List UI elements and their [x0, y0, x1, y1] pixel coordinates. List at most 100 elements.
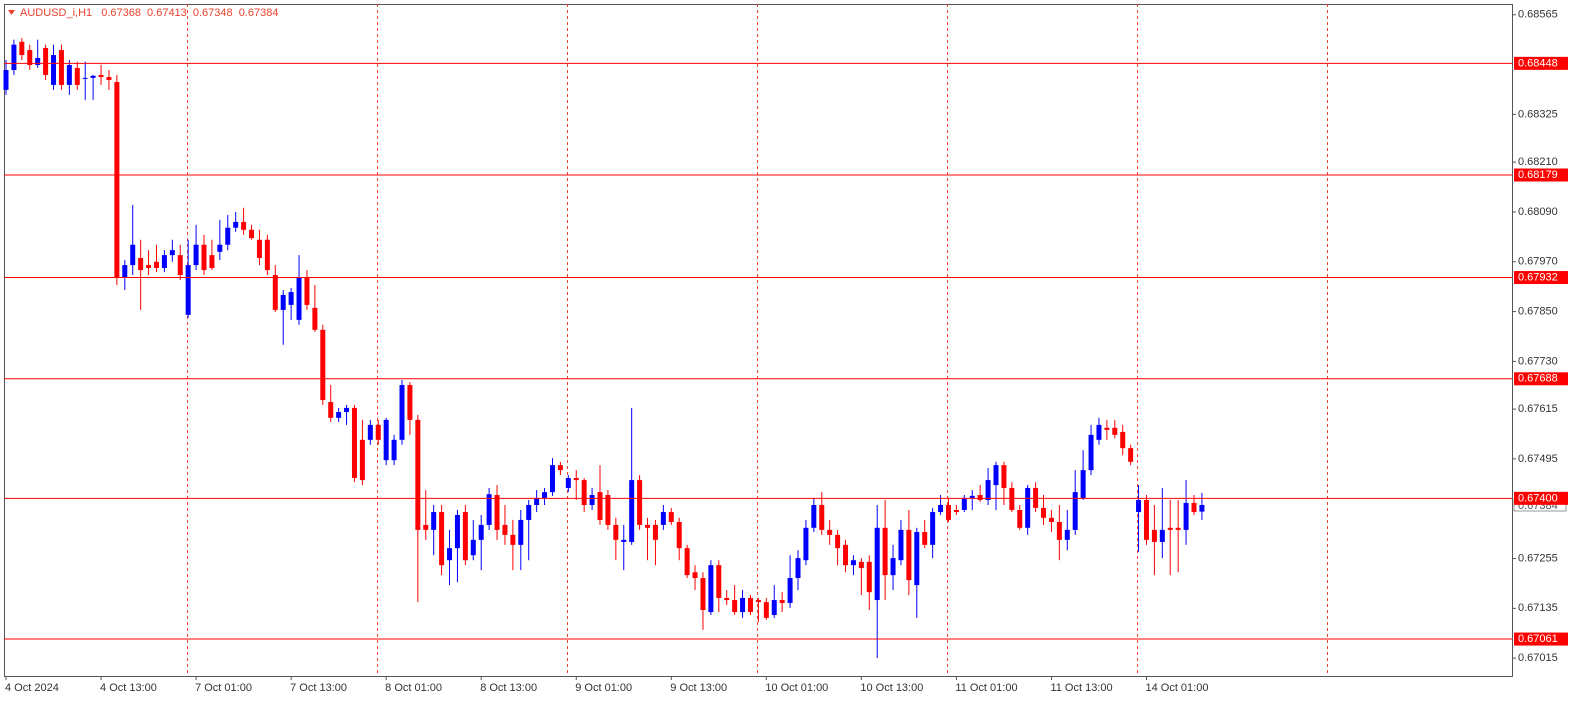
- candle-body: [1120, 431, 1126, 449]
- candle-body: [217, 244, 223, 252]
- candle-body: [803, 527, 809, 561]
- candle-body: [708, 565, 714, 613]
- candle-body: [1025, 487, 1031, 528]
- candle-body: [312, 307, 318, 330]
- x-tick-label: 7 Oct 01:00: [195, 682, 252, 694]
- candle-body: [1064, 529, 1070, 540]
- header-low: 0.67348: [193, 7, 233, 19]
- candle-body: [280, 294, 286, 310]
- candle-body: [819, 504, 825, 530]
- candle-body: [930, 512, 936, 545]
- candle-body: [961, 497, 967, 510]
- candle-body: [1128, 448, 1134, 462]
- level-label-bg: [1514, 168, 1568, 182]
- level-label-bg: [1514, 632, 1568, 646]
- candle-body: [740, 597, 746, 613]
- x-tick-label: 14 Oct 01:00: [1145, 682, 1208, 694]
- candle-body: [811, 504, 817, 528]
- x-tick-label: 8 Oct 01:00: [385, 682, 442, 694]
- candle-body: [130, 244, 136, 266]
- candle-body: [1017, 509, 1023, 528]
- candle-body: [43, 47, 49, 75]
- candle-body: [1104, 427, 1110, 430]
- candle-body: [597, 492, 603, 520]
- candle-body: [1199, 504, 1205, 512]
- x-tick-label: 10 Oct 01:00: [765, 682, 828, 694]
- y-tick-label: 0.68090: [1518, 206, 1558, 218]
- candle-body: [90, 75, 96, 78]
- y-tick-label: 0.68325: [1518, 108, 1558, 120]
- candle-body: [779, 600, 785, 603]
- x-tick-label: 11 Oct 01:00: [955, 682, 1017, 694]
- candle-body: [3, 69, 9, 90]
- candle-body: [486, 494, 492, 525]
- candle-body: [1175, 527, 1181, 530]
- level-label-bg: [1514, 271, 1568, 285]
- candle-body: [367, 424, 373, 440]
- candle-body: [700, 578, 706, 611]
- candle-body: [534, 497, 540, 505]
- candle-body: [977, 495, 983, 501]
- candle-body: [359, 439, 365, 481]
- candle-body: [161, 255, 167, 268]
- candle-body: [122, 265, 128, 278]
- candle-body: [399, 385, 405, 440]
- header-close: 0.67384: [239, 7, 279, 19]
- candle-body: [668, 512, 674, 523]
- candle-body: [375, 424, 381, 440]
- candle-body: [1056, 522, 1062, 540]
- candle-body: [35, 57, 41, 66]
- candle-body: [645, 524, 651, 528]
- candle-body: [969, 495, 975, 498]
- collapse-icon: [8, 10, 15, 15]
- candle-body: [542, 492, 548, 498]
- header-open: 0.67368: [101, 7, 141, 19]
- y-tick-label: 0.67970: [1518, 256, 1558, 268]
- candle-body: [27, 50, 33, 66]
- x-tick-label: 8 Oct 13:00: [480, 682, 537, 694]
- candle-body: [858, 561, 864, 569]
- candle-body: [415, 419, 421, 530]
- y-tick-label: 0.68210: [1518, 156, 1558, 168]
- candle-body: [1143, 500, 1149, 540]
- candle-body: [732, 600, 738, 613]
- candle-body: [1112, 427, 1118, 435]
- candle-body: [233, 221, 239, 228]
- candle-body: [605, 495, 611, 525]
- candle-body: [431, 512, 437, 530]
- candle-body: [1167, 527, 1173, 530]
- header-high: 0.67413: [147, 7, 187, 19]
- candle-body: [906, 529, 912, 581]
- level-label-bg: [1514, 372, 1568, 386]
- candle-body: [249, 229, 255, 239]
- candle-body: [58, 50, 64, 85]
- candle-body: [423, 524, 429, 530]
- candle-body: [993, 465, 999, 486]
- candle-body: [1072, 492, 1078, 530]
- candle-body: [518, 519, 524, 545]
- candle-body: [296, 277, 302, 320]
- x-tick-label: 9 Oct 01:00: [575, 682, 632, 694]
- candle-body: [98, 74, 104, 78]
- candle-body: [146, 265, 152, 268]
- chart-header: AUDUSD_i,H1 0.67368 0.67413 0.67348 0.67…: [20, 7, 278, 19]
- y-tick-label: 0.67615: [1518, 403, 1558, 415]
- candle-body: [264, 239, 270, 271]
- candle-body: [1151, 529, 1157, 542]
- candle-body: [985, 480, 991, 501]
- x-tick-label: 7 Oct 13:00: [290, 682, 347, 694]
- candle-body: [169, 250, 175, 256]
- candle-body: [494, 495, 500, 530]
- candle-body: [898, 529, 904, 561]
- candle-body: [557, 465, 563, 471]
- candle-body: [573, 478, 579, 481]
- candle-body: [1159, 529, 1165, 542]
- candle-body: [637, 480, 643, 525]
- candle-body: [66, 65, 72, 85]
- x-tick-label: 4 Oct 2024: [5, 682, 59, 694]
- candle-body: [938, 504, 944, 513]
- candle-body: [866, 561, 872, 593]
- candle-body: [383, 419, 389, 461]
- candle-body: [843, 544, 849, 566]
- x-tick-label: 9 Oct 13:00: [670, 682, 727, 694]
